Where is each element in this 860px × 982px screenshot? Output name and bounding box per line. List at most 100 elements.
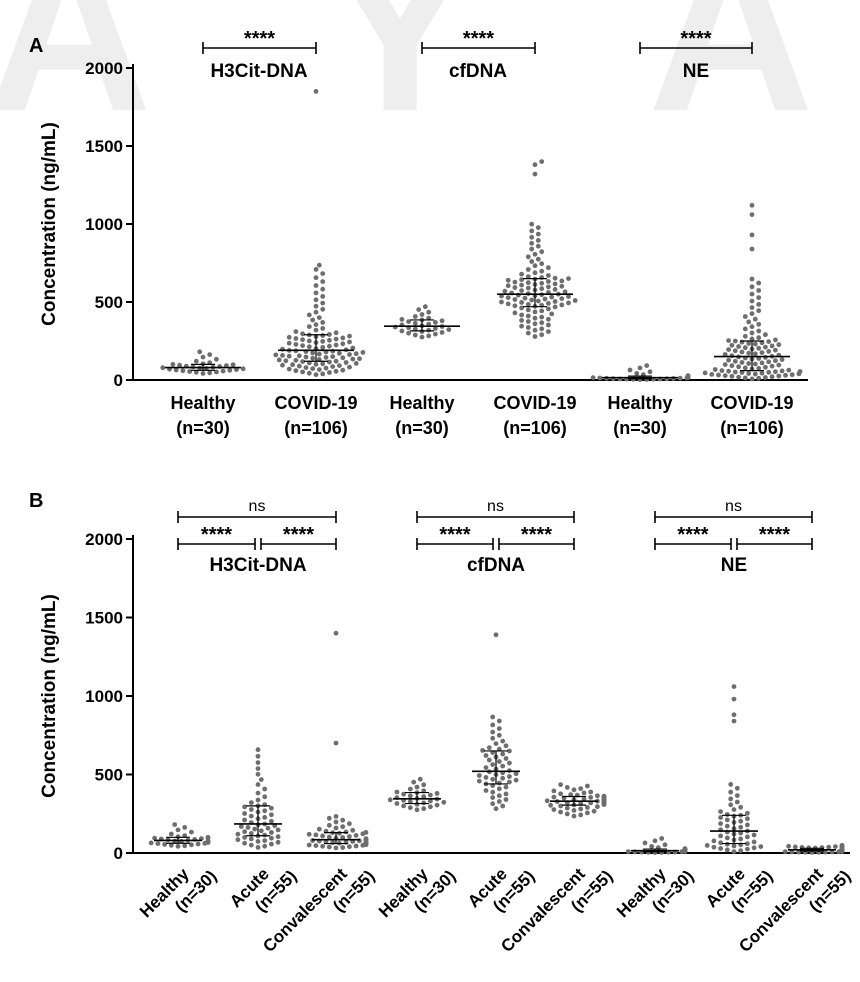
- data-point: [433, 320, 438, 325]
- data-point: [168, 831, 174, 837]
- x-tick-label: Healthy(n=30): [613, 852, 697, 936]
- data-point: [539, 308, 545, 314]
- data-point: [559, 283, 565, 289]
- data-point: [539, 332, 545, 338]
- data-point: [353, 351, 359, 357]
- data-point: [525, 302, 531, 307]
- data-point: [751, 845, 757, 851]
- data-point: [340, 355, 346, 361]
- data-point: [789, 372, 795, 378]
- data-point: [269, 818, 274, 824]
- data-point: [255, 839, 261, 844]
- data-point: [412, 332, 418, 338]
- data-point: [752, 371, 758, 377]
- data-point: [564, 811, 570, 817]
- data-point: [189, 842, 194, 848]
- data-point: [726, 368, 731, 374]
- data-point: [407, 799, 413, 805]
- data-point: [269, 812, 274, 818]
- data-point: [313, 309, 319, 315]
- panel-letter: B: [29, 490, 43, 512]
- data-point: [255, 766, 261, 771]
- data-point: [320, 361, 326, 367]
- data-point: [749, 291, 755, 297]
- data-point: [782, 849, 788, 854]
- data-point: [193, 358, 199, 364]
- data-point: [552, 275, 558, 281]
- data-point: [718, 815, 723, 820]
- x-tick-label-n: (n=30): [395, 418, 449, 438]
- data-point: [327, 370, 332, 375]
- data-point: [634, 371, 640, 376]
- data-point: [290, 362, 295, 368]
- data-point: [756, 280, 762, 286]
- watermark: A Y A: [0, 0, 814, 159]
- data-point: [310, 366, 316, 371]
- data-point: [571, 813, 577, 819]
- data-point: [293, 329, 299, 334]
- data-point: [642, 840, 648, 846]
- data-point: [493, 741, 499, 746]
- data-point: [262, 843, 268, 849]
- data-point: [559, 302, 565, 308]
- data-point: [742, 375, 748, 381]
- data-point: [685, 373, 691, 378]
- data-point: [578, 812, 584, 818]
- data-point: [486, 757, 492, 763]
- data-point: [500, 763, 506, 769]
- data-point: [306, 324, 312, 329]
- data-point: [728, 796, 734, 802]
- data-point: [786, 843, 791, 849]
- data-point: [783, 372, 788, 378]
- data-point: [773, 369, 778, 375]
- data-point: [407, 786, 413, 792]
- data-point: [189, 829, 194, 835]
- data-point: [496, 799, 502, 804]
- data-point: [532, 321, 538, 327]
- data-point: [286, 340, 292, 346]
- data-point: [591, 808, 597, 814]
- significance-label: ****: [283, 524, 314, 546]
- data-point: [512, 279, 518, 285]
- data-point: [316, 351, 322, 357]
- data-point: [327, 343, 332, 349]
- data-point: [745, 834, 750, 840]
- data-point: [559, 296, 565, 301]
- data-point: [496, 780, 502, 786]
- analyte-title: cfDNA: [467, 555, 525, 576]
- data-point: [493, 806, 499, 812]
- data-point: [539, 249, 545, 255]
- x-tick-label: Convalescent(n=55): [259, 852, 378, 971]
- panel-b: B 0 500 1000 1500 2000 Concentration (ng/mL) He…: [29, 490, 854, 971]
- data-point: [745, 822, 750, 828]
- y-tick-label: 2000: [85, 530, 123, 549]
- data-point: [255, 782, 261, 787]
- data-point: [333, 330, 339, 336]
- data-point: [343, 829, 349, 835]
- data-point: [483, 753, 489, 758]
- data-point: [441, 799, 447, 805]
- data-point: [320, 371, 326, 377]
- data-point: [433, 331, 438, 337]
- data-point: [763, 332, 768, 338]
- data-point: [303, 354, 309, 360]
- data-point: [749, 232, 755, 238]
- data-point: [519, 288, 524, 293]
- data-point: [759, 350, 765, 355]
- data-point: [242, 817, 248, 823]
- data-point: [347, 339, 352, 345]
- data-point: [476, 773, 482, 778]
- data-point: [252, 826, 258, 832]
- data-point: [220, 368, 226, 374]
- y-tick-label: 1000: [85, 215, 123, 234]
- significance-label: ns: [725, 498, 742, 515]
- data-point: [320, 333, 326, 338]
- data-point: [326, 834, 332, 840]
- data-point: [490, 714, 496, 720]
- data-point: [724, 823, 730, 829]
- data-point: [175, 843, 181, 849]
- data-point: [776, 373, 782, 379]
- data-point: [357, 356, 362, 362]
- data-point: [303, 365, 309, 370]
